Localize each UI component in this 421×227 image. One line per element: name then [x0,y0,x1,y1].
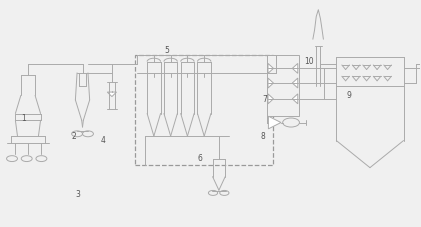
Text: 10: 10 [304,57,314,66]
Polygon shape [292,94,298,104]
Text: 2: 2 [72,132,77,141]
Text: 1: 1 [21,114,26,123]
Polygon shape [292,63,298,73]
Polygon shape [268,78,274,88]
Polygon shape [268,63,274,73]
Bar [135,55,274,165]
Text: 6: 6 [197,154,203,163]
Text: 5: 5 [164,46,169,55]
Bar [267,55,298,116]
Text: 7: 7 [263,96,267,104]
Polygon shape [269,116,281,129]
Text: 3: 3 [76,190,81,199]
Polygon shape [268,94,274,104]
Polygon shape [292,78,298,88]
Text: 4: 4 [101,136,106,145]
Text: 8: 8 [261,132,265,141]
Text: 9: 9 [346,91,352,100]
Polygon shape [107,92,117,96]
